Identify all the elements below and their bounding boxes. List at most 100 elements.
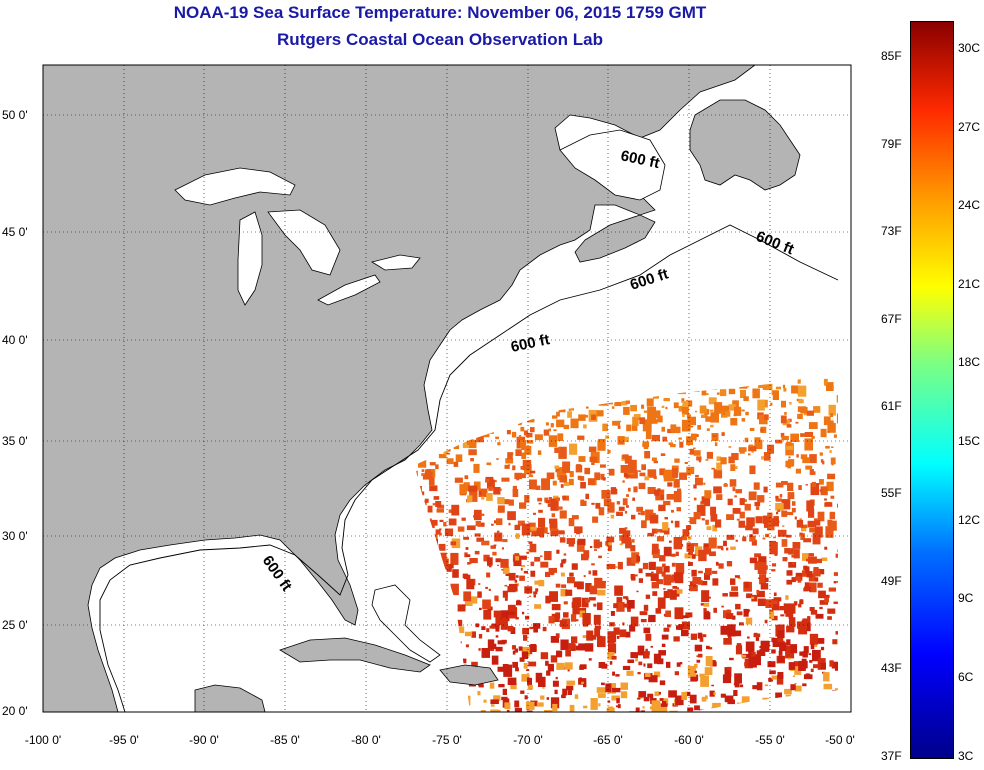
sst-pixel [833, 601, 838, 604]
sst-pixel [713, 607, 717, 613]
sst-pixel [514, 524, 521, 530]
sst-pixel [621, 535, 630, 544]
sst-pixel [755, 637, 760, 641]
sst-pixel [744, 437, 749, 443]
sst-pixel [541, 480, 547, 484]
sst-pixel [665, 610, 671, 617]
sst-pixel [786, 579, 793, 585]
sst-pixel [551, 513, 555, 518]
sst-pixel [705, 459, 709, 461]
sst-pixel [499, 488, 502, 491]
sst-pixel [708, 537, 717, 549]
sst-pixel [809, 607, 815, 611]
sst-pixel [711, 467, 715, 470]
sst-pixel [515, 449, 522, 456]
sst-pixel [661, 405, 665, 408]
sst-pixel [682, 529, 690, 537]
sst-pixel [804, 586, 811, 592]
sst-pixel [576, 464, 581, 467]
sst-pixel [556, 471, 563, 478]
sst-pixel [705, 519, 709, 525]
sst-pixel [467, 439, 474, 445]
sst-pixel [650, 645, 653, 648]
sst-pixel [517, 520, 525, 526]
sst-pixel [563, 612, 569, 618]
sst-pixel [693, 497, 697, 501]
sst-pixel [725, 613, 734, 619]
sst-pixel [550, 636, 559, 643]
sst-pixel [666, 582, 670, 586]
sst-pixel [777, 509, 781, 512]
sst-pixel [690, 676, 698, 682]
sst-pixel [486, 572, 491, 578]
sst-pixel [441, 713, 444, 717]
sst-pixel [558, 530, 565, 535]
sst-pixel [782, 525, 785, 527]
sst-pixel [515, 617, 519, 620]
sst-pixel [731, 453, 739, 461]
sst-pixel [706, 526, 712, 530]
sst-pixel [654, 489, 660, 496]
sst-pixel [483, 433, 490, 438]
sst-pixel [777, 529, 787, 537]
sst-pixel [744, 581, 750, 589]
sst-pixel [651, 528, 658, 534]
sst-pixel [779, 494, 783, 498]
sst-pixel [564, 662, 573, 670]
sst-pixel [448, 518, 457, 526]
sst-pixel [793, 549, 800, 559]
sst-pixel [760, 640, 770, 652]
sst-pixel [745, 411, 749, 416]
sst-pixel [522, 627, 529, 635]
sst-pixel [529, 526, 537, 531]
sst-pixel [695, 477, 703, 486]
sst-pixel [784, 688, 792, 695]
sst-pixel [800, 454, 808, 460]
sst-pixel [747, 636, 750, 639]
sst-pixel [636, 506, 643, 512]
sst-pixel [528, 661, 537, 667]
sst-pixel [759, 649, 765, 652]
sst-pixel [559, 475, 568, 483]
sst-pixel [787, 482, 794, 491]
sst-pixel [659, 698, 665, 701]
sst-pixel [660, 529, 666, 533]
sst-pixel [650, 419, 658, 424]
sst-pixel [698, 459, 702, 463]
colorbar-celsius-label: 24C [958, 198, 981, 212]
sst-pixel [728, 388, 736, 395]
sst-pixel [583, 683, 587, 688]
sst-pixel [674, 671, 679, 676]
sst-pixel [533, 625, 538, 633]
sst-pixel [712, 578, 719, 586]
sst-pixel [487, 557, 493, 566]
sst-pixel [607, 450, 611, 454]
sst-pixel [491, 655, 499, 665]
sst-pixel [619, 441, 623, 444]
sst-pixel [432, 534, 438, 539]
sst-pixel [500, 610, 510, 622]
sst-pixel [739, 684, 744, 688]
sst-pixel [560, 484, 564, 488]
sst-pixel [500, 619, 508, 630]
sst-pixel [577, 475, 582, 480]
sst-pixel [581, 680, 587, 685]
sst-pixel [784, 412, 787, 415]
sst-pixel [655, 608, 662, 614]
sst-pixel [757, 399, 765, 411]
sst-pixel [495, 646, 503, 652]
sst-pixel [523, 570, 528, 574]
sst-pixel [567, 690, 572, 695]
sst-pixel [515, 556, 520, 561]
sst-pixel [653, 460, 658, 464]
sst-pixel [528, 549, 532, 552]
sst-pixel [653, 653, 662, 664]
sst-pixel [663, 590, 670, 599]
sst-pixel [785, 605, 794, 617]
sst-pixel [620, 465, 629, 473]
sst-pixel [652, 512, 656, 515]
sst-pixel [630, 545, 636, 552]
sst-pixel [837, 503, 838, 508]
sst-pixel [494, 532, 503, 542]
sst-pixel [705, 568, 712, 576]
